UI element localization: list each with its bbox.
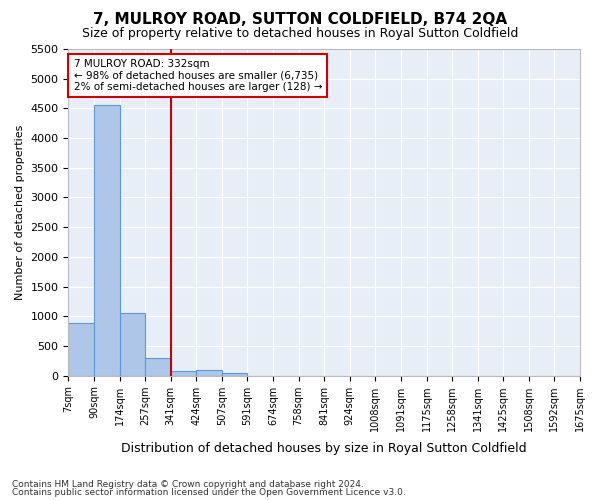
Text: 7, MULROY ROAD, SUTTON COLDFIELD, B74 2QA: 7, MULROY ROAD, SUTTON COLDFIELD, B74 2Q…: [93, 12, 507, 28]
Bar: [171, 370, 196, 376]
X-axis label: Distribution of detached houses by size in Royal Sutton Coldfield: Distribution of detached houses by size …: [121, 442, 527, 455]
Text: Size of property relative to detached houses in Royal Sutton Coldfield: Size of property relative to detached ho…: [82, 28, 518, 40]
Bar: [145, 358, 171, 376]
Y-axis label: Number of detached properties: Number of detached properties: [15, 124, 25, 300]
Bar: [94, 106, 119, 376]
Text: 7 MULROY ROAD: 332sqm
← 98% of detached houses are smaller (6,735)
2% of semi-de: 7 MULROY ROAD: 332sqm ← 98% of detached …: [74, 59, 322, 92]
Bar: [222, 372, 247, 376]
Bar: [68, 324, 94, 376]
Bar: [119, 312, 145, 376]
Bar: [196, 370, 222, 376]
Text: Contains public sector information licensed under the Open Government Licence v3: Contains public sector information licen…: [12, 488, 406, 497]
Text: Contains HM Land Registry data © Crown copyright and database right 2024.: Contains HM Land Registry data © Crown c…: [12, 480, 364, 489]
